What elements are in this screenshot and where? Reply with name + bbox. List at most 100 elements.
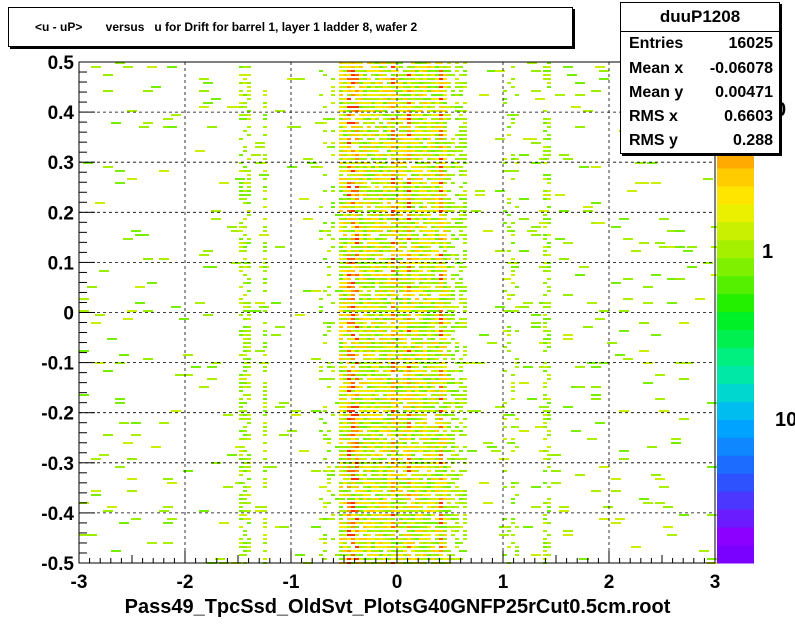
heatmap-cell [275, 110, 285, 112]
heatmap-cell [359, 482, 363, 484]
heatmap-cell [343, 514, 347, 516]
heatmap-cell [391, 230, 395, 232]
heatmap-cell [547, 190, 551, 192]
heatmap-cell [359, 246, 363, 248]
heatmap-cell [351, 302, 355, 304]
heatmap-cell [447, 434, 451, 436]
heatmap-cell [259, 234, 269, 236]
heatmap-cell [439, 262, 443, 264]
colorbar-segment [717, 239, 754, 259]
heatmap-cell [459, 146, 463, 148]
heatmap-cell [547, 458, 551, 460]
heatmap-cell [423, 274, 427, 276]
heatmap-cell [411, 434, 415, 436]
heatmap-cell [399, 118, 403, 120]
heatmap-cell [447, 438, 451, 440]
heatmap-cell [427, 446, 431, 448]
heatmap-cell [359, 342, 363, 344]
heatmap-cell [451, 354, 455, 356]
heatmap-cell [651, 182, 661, 184]
heatmap-cell [403, 398, 407, 400]
heatmap-cell [339, 374, 343, 376]
x-tick-label: -2 [177, 572, 194, 593]
heatmap-cell [431, 510, 435, 512]
heatmap-cell [627, 190, 637, 192]
heatmap-cell [383, 274, 387, 276]
heatmap-cell [411, 214, 415, 216]
heatmap-cell [379, 318, 383, 320]
heatmap-cell [243, 358, 247, 360]
heatmap-cell [435, 418, 439, 420]
heatmap-cell [575, 474, 585, 476]
heatmap-cell [371, 142, 375, 144]
heatmap-cell [379, 98, 383, 100]
heatmap-cell [367, 238, 371, 240]
heatmap-cell [319, 310, 323, 312]
heatmap-cell [323, 538, 327, 540]
heatmap-cell [435, 362, 439, 364]
heatmap-cell [399, 122, 403, 124]
heatmap-cell [251, 154, 261, 156]
heatmap-cell [319, 366, 323, 368]
heatmap-cell [375, 526, 379, 528]
heatmap-cell [355, 354, 359, 356]
heatmap-cell [379, 94, 383, 96]
heatmap-cell [387, 286, 391, 288]
heatmap-cell [347, 74, 351, 76]
heatmap-cell [427, 254, 431, 256]
heatmap-cell [399, 166, 403, 168]
heatmap-cell [435, 542, 439, 544]
heatmap-cell [383, 338, 387, 340]
heatmap-cell [267, 466, 277, 468]
heatmap-cell [415, 338, 419, 340]
heatmap-cell [347, 326, 351, 328]
heatmap-cell [707, 466, 717, 468]
heatmap-cell [463, 206, 467, 208]
heatmap-cell [431, 378, 435, 380]
heatmap-cell [379, 210, 383, 212]
heatmap-cell [363, 538, 367, 540]
heatmap-cell [351, 158, 355, 160]
heatmap-cell [331, 322, 335, 324]
heatmap-cell [379, 334, 383, 336]
heatmap-cell [343, 78, 347, 80]
heatmap-cell [547, 182, 551, 184]
heatmap-cell [339, 506, 343, 508]
heatmap-cell [547, 62, 551, 64]
heatmap-cell [407, 538, 411, 540]
heatmap-cell [355, 250, 359, 252]
heatmap-cell [451, 106, 455, 108]
heatmap-cell [423, 510, 427, 512]
chart-title: <u - uP> versus u for Drift for barrel 1… [35, 20, 418, 34]
heatmap-cell [243, 266, 247, 268]
heatmap-cell [375, 294, 379, 296]
heatmap-cell [399, 62, 403, 64]
heatmap-cell [263, 218, 267, 220]
heatmap-cell [203, 250, 213, 252]
heatmap-cell [355, 174, 359, 176]
heatmap-cell [435, 534, 439, 536]
heatmap-cell [347, 378, 351, 380]
heatmap-cell [419, 74, 423, 76]
heatmap-cell [347, 530, 351, 532]
heatmap-cell [299, 450, 309, 452]
heatmap-cell [547, 410, 551, 412]
heatmap-cell [443, 74, 447, 76]
heatmap-cell [415, 374, 419, 376]
heatmap-cell [399, 250, 403, 252]
heatmap-cell [379, 478, 383, 480]
heatmap-cell [347, 178, 351, 180]
heatmap-cell [351, 226, 355, 228]
heatmap-cell [419, 478, 423, 480]
heatmap-cell [243, 282, 247, 284]
heatmap-cell [339, 518, 343, 520]
heatmap-cell [327, 442, 331, 444]
heatmap-cell [447, 246, 451, 248]
heatmap-cell [479, 334, 489, 336]
heatmap-cell [447, 498, 451, 500]
heatmap-cell [375, 426, 379, 428]
heatmap-cell [363, 154, 367, 156]
heatmap-cell [419, 538, 423, 540]
heatmap-cell [419, 170, 423, 172]
heatmap-cell [351, 142, 355, 144]
